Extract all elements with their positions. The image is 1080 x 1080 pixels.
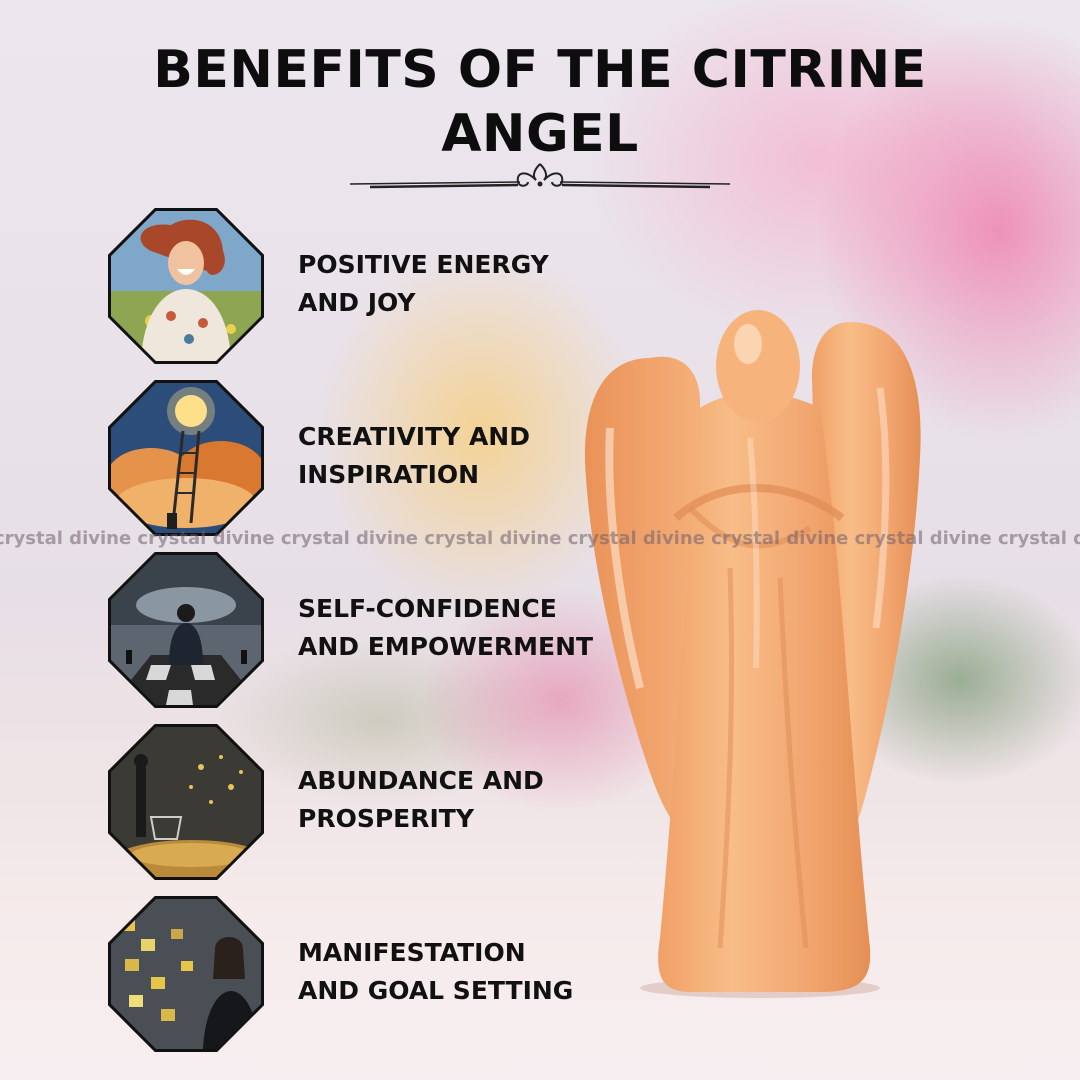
citrine-angel-figurine — [584, 310, 921, 998]
benefit-label-line-1: MANIFESTATION — [298, 938, 526, 967]
benefit-label-line-2: PROSPERITY — [298, 804, 474, 833]
benefit-label-line-2: AND GOAL SETTING — [298, 976, 574, 1005]
ornamental-divider-icon — [349, 163, 731, 189]
benefit-item-manifestation: MANIFESTATION AND GOAL SETTING — [108, 896, 628, 1054]
benefit-label-line-1: POSITIVE ENERGY — [298, 250, 549, 279]
benefit-item-abundance: ABUNDANCE AND PROSPERITY — [108, 724, 628, 882]
goal-board-icon — [111, 899, 261, 1049]
title-line-1: BENEFITS OF THE CITRINE — [153, 40, 927, 100]
benefit-label: MANIFESTATION AND GOAL SETTING — [298, 934, 638, 1010]
title-line-2: ANGEL — [441, 104, 639, 164]
benefit-item-creativity: CREATIVITY AND INSPIRATION — [108, 380, 628, 538]
benefit-thumbnail-frame — [108, 896, 264, 1052]
benefit-label-line-2: AND EMPOWERMENT — [298, 632, 594, 661]
benefit-item-positive-energy: POSITIVE ENERGY AND JOY — [108, 208, 628, 366]
benefit-label-line-2: INSPIRATION — [298, 460, 480, 489]
benefit-label-line-2: AND JOY — [298, 288, 416, 317]
chess-man-icon — [111, 555, 261, 705]
benefit-thumbnail-frame — [108, 724, 264, 880]
benefit-label-line-1: ABUNDANCE AND — [298, 766, 544, 795]
coins-cart-icon — [111, 727, 261, 877]
benefit-label: SELF-CONFIDENCE AND EMPOWERMENT — [298, 590, 638, 666]
benefit-label-line-1: CREATIVITY AND — [298, 422, 530, 451]
page-title: BENEFITS OF THE CITRINE ANGEL — [0, 38, 1080, 166]
benefit-item-self-confidence: SELF-CONFIDENCE AND EMPOWERMENT — [108, 552, 628, 710]
benefit-thumbnail-frame — [108, 208, 264, 364]
joyful-woman-icon — [111, 211, 261, 361]
benefit-label-line-1: SELF-CONFIDENCE — [298, 594, 557, 623]
benefit-thumbnail-frame — [108, 552, 264, 708]
watermark-text: crystal divine crystal divine crystal di… — [0, 528, 1080, 549]
lightbulb-ladder-icon — [111, 383, 261, 533]
benefit-label: ABUNDANCE AND PROSPERITY — [298, 762, 638, 838]
benefit-thumbnail-frame — [108, 380, 264, 536]
benefit-label: POSITIVE ENERGY AND JOY — [298, 246, 638, 322]
benefit-label: CREATIVITY AND INSPIRATION — [298, 418, 638, 494]
